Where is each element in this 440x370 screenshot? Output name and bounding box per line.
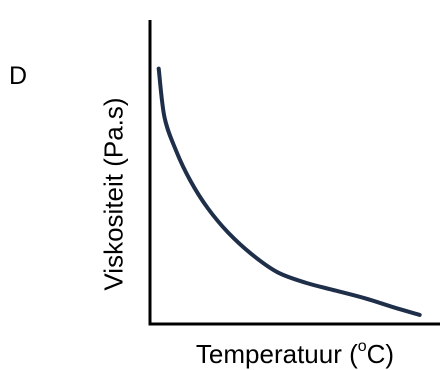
x-axis-label-suffix: C) (366, 339, 395, 369)
panel-label: D (9, 62, 28, 90)
x-axis-label: Temperatuur (oC) (150, 338, 440, 370)
series-layer (156, 66, 422, 317)
x-axis-label-degree: o (357, 338, 367, 356)
x-axis-label-prefix: Temperatuur ( (195, 339, 358, 369)
y-axis-label: Viskositeit (Pa.s) (98, 97, 129, 291)
viscosity-curve-line (156, 66, 422, 317)
